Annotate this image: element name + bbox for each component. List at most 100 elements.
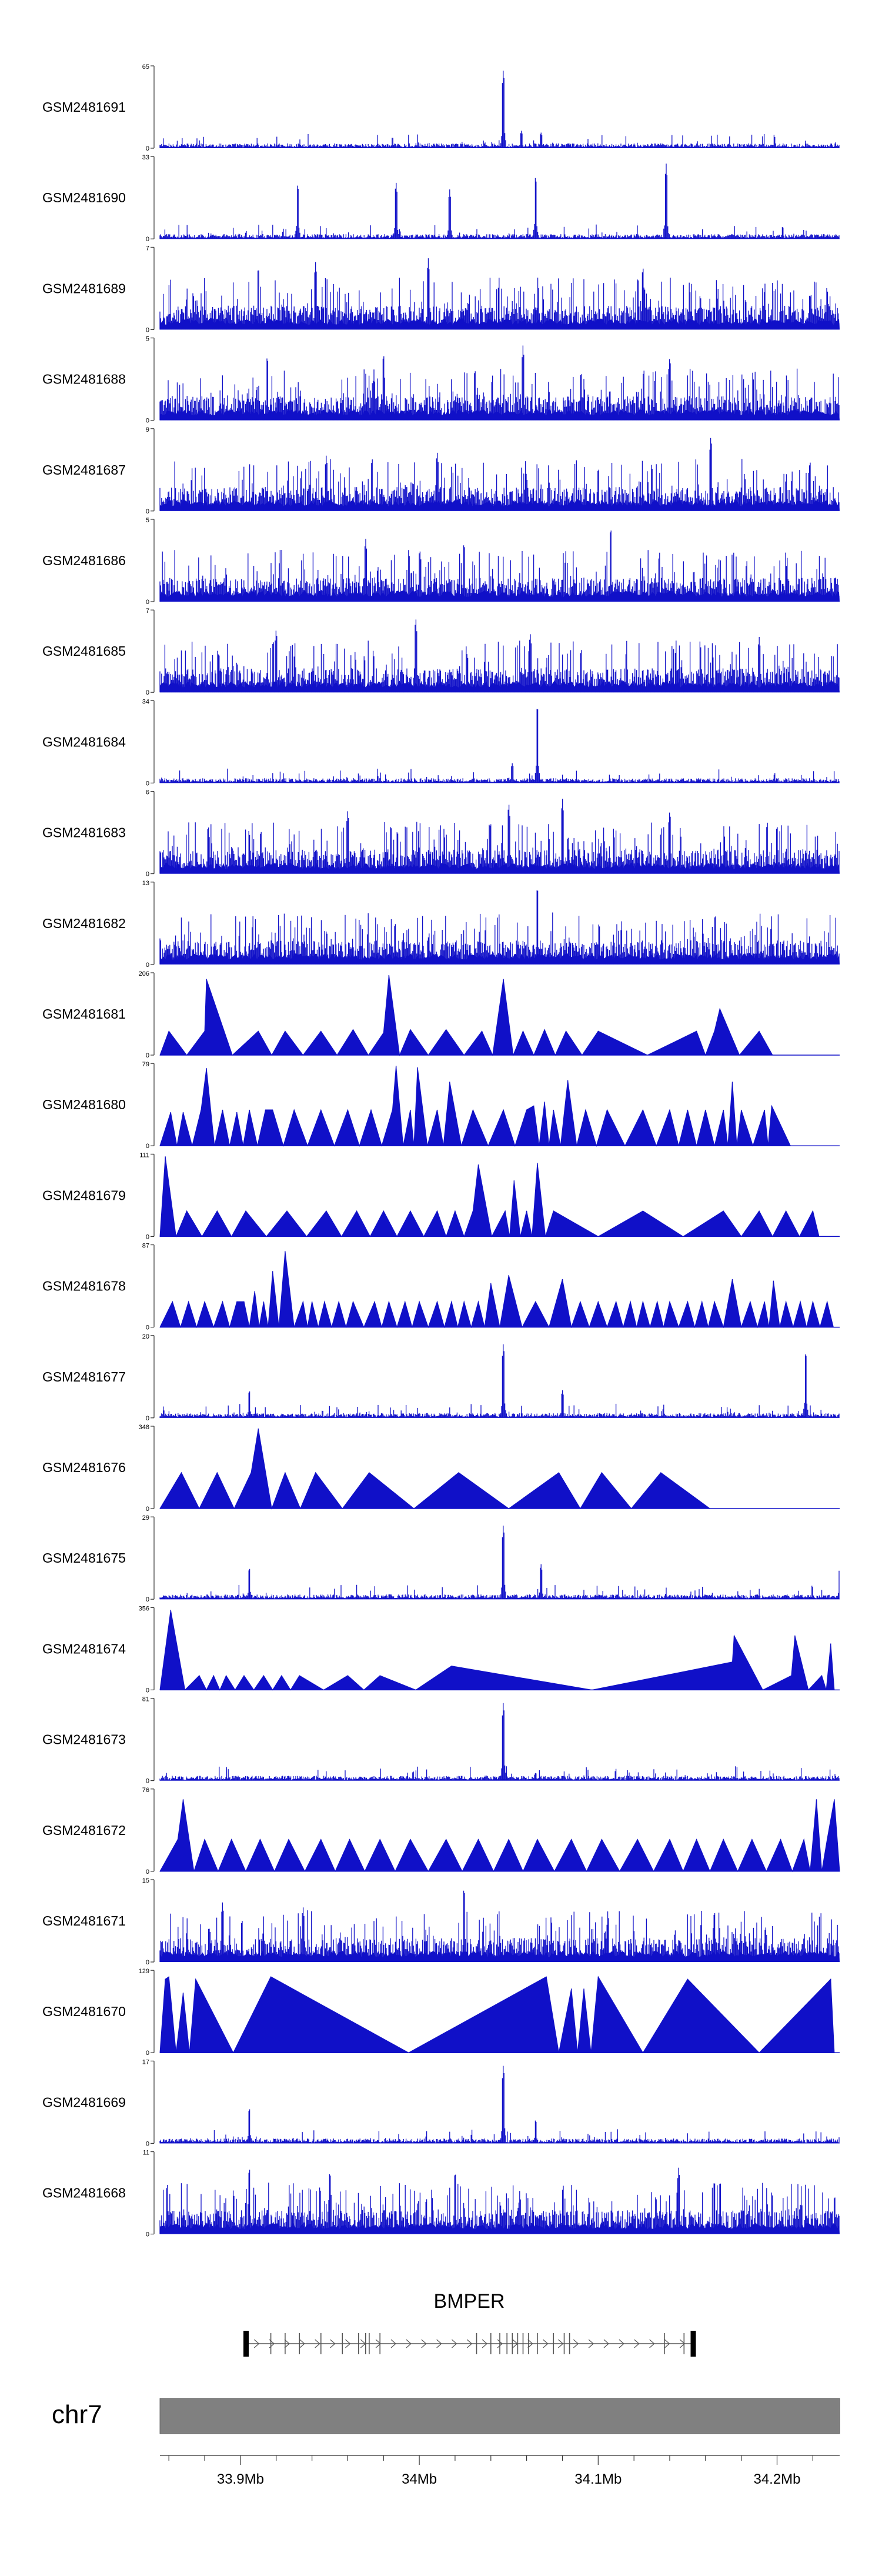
track-GSM2481678: GSM2481678 87 0 xyxy=(42,1243,840,1332)
signal-baseline-area xyxy=(160,1778,840,1781)
track-GSM2481671: GSM2481671 15 0 xyxy=(42,1877,840,1966)
signal-baseline-area xyxy=(160,2141,840,2144)
track-GSM2481669: GSM2481669 17 0 xyxy=(42,2058,840,2147)
track-label: GSM2481683 xyxy=(42,825,126,840)
signal-lines xyxy=(159,1703,840,1781)
y-tick-label-min: 0 xyxy=(146,1687,149,1694)
strand-chevron xyxy=(375,2339,382,2348)
y-tick-label-min: 0 xyxy=(146,1143,149,1150)
signal-lines xyxy=(159,619,840,693)
signal-spikes xyxy=(170,1066,773,1146)
track-GSM2481681: GSM2481681 206 0 xyxy=(42,970,840,1059)
signal-area xyxy=(159,975,786,1056)
track-GSM2481674: GSM2481674 356 0 xyxy=(42,1605,840,1694)
strand-chevron xyxy=(253,2339,260,2348)
strand-chevron xyxy=(345,2339,351,2348)
strand-chevron xyxy=(436,2339,442,2348)
y-tick-label-min: 0 xyxy=(146,2140,149,2147)
y-tick-label-max: 15 xyxy=(142,1877,149,1884)
y-tick-label-min: 0 xyxy=(146,599,149,606)
y-tick-label-min: 0 xyxy=(146,326,149,333)
strand-chevron xyxy=(634,2339,640,2348)
signal-baseline-area xyxy=(160,409,840,421)
y-tick-label-min: 0 xyxy=(146,1052,149,1059)
y-tick-label-max: 9 xyxy=(146,426,149,433)
track-label: GSM2481688 xyxy=(42,372,126,387)
strand-chevron xyxy=(452,2339,457,2348)
y-tick-label-max: 87 xyxy=(142,1243,149,1250)
track-GSM2481688: GSM2481688 5 0 xyxy=(42,336,840,425)
signal-baseline-area xyxy=(160,1416,840,1418)
signal-spikes xyxy=(181,1429,662,1509)
y-tick-label-max: 17 xyxy=(142,2058,149,2066)
y-tick-label-max: 76 xyxy=(142,1787,149,1794)
strand-chevron xyxy=(299,2339,305,2348)
track-GSM2481686: GSM2481686 5 0 xyxy=(42,517,840,606)
signal-baseline-area xyxy=(160,1951,840,1962)
strand-chevron xyxy=(466,2339,473,2348)
y-tick-label-min: 0 xyxy=(146,508,149,515)
y-tick-label-min: 0 xyxy=(146,236,149,243)
y-tick-label-max: 206 xyxy=(139,970,149,977)
y-tick-label-min: 0 xyxy=(146,1868,149,1876)
track-GSM2481683: GSM2481683 6 0 xyxy=(42,789,840,878)
y-tick-label-min: 0 xyxy=(146,1415,149,1422)
signal-baseline-area xyxy=(160,318,840,330)
signal-lines xyxy=(159,258,840,330)
signal-lines xyxy=(159,438,840,511)
signal-baseline-area xyxy=(160,953,840,965)
track-GSM2481691: GSM2481691 65 0 xyxy=(42,64,840,152)
signal-lines xyxy=(159,2167,840,2234)
track-label: GSM2481682 xyxy=(42,916,126,931)
signal-lines xyxy=(159,530,840,602)
strand-chevron xyxy=(619,2339,624,2348)
strand-chevron xyxy=(543,2339,549,2348)
signal-area xyxy=(159,1610,835,1691)
track-label: GSM2481680 xyxy=(42,1097,126,1112)
track-label: GSM2481673 xyxy=(42,1732,126,1747)
y-tick-label-max: 29 xyxy=(142,1514,149,1521)
track-GSM2481684: GSM2481684 34 0 xyxy=(42,698,840,787)
signal-baseline-area xyxy=(160,2223,840,2234)
y-tick-label-min: 0 xyxy=(146,1596,149,1603)
strand-chevron xyxy=(679,2339,686,2348)
track-label: GSM2481669 xyxy=(42,2094,126,2110)
signal-baseline-area xyxy=(160,1597,840,1600)
y-tick-label-min: 0 xyxy=(146,2050,149,2057)
y-tick-label-max: 129 xyxy=(139,1968,149,1975)
track-label: GSM2481689 xyxy=(42,281,126,296)
track-label: GSM2481691 xyxy=(42,99,126,115)
track-label: GSM2481672 xyxy=(42,1823,126,1838)
signal-lines xyxy=(159,890,840,965)
track-label: GSM2481668 xyxy=(42,2185,126,2201)
track-label: GSM2481687 xyxy=(42,462,126,478)
signal-lines xyxy=(159,1890,840,1962)
chromosome-ideogram xyxy=(159,2398,840,2434)
track-GSM2481679: GSM2481679 111 0 xyxy=(42,1152,840,1240)
signal-baseline-area xyxy=(160,862,840,874)
signal-lines xyxy=(159,163,840,239)
strand-chevron xyxy=(603,2339,609,2348)
y-tick-label-min: 0 xyxy=(146,1778,149,1785)
track-label: GSM2481685 xyxy=(42,643,126,659)
track-GSM2481675: GSM2481675 29 0 xyxy=(42,1514,840,1603)
strand-chevron xyxy=(558,2339,564,2348)
y-tick-label-max: 348 xyxy=(139,1424,149,1431)
gene-track: BMPER xyxy=(243,2290,696,2357)
track-GSM2481680: GSM2481680 79 0 xyxy=(42,1061,840,1150)
y-tick-label-max: 11 xyxy=(143,2150,149,2157)
y-tick-label-max: 111 xyxy=(139,1152,149,1159)
track-GSM2481670: GSM2481670 129 0 xyxy=(42,1968,840,2057)
strand-chevron xyxy=(482,2339,488,2348)
strand-chevron xyxy=(390,2339,396,2348)
signal-spikes xyxy=(165,1156,814,1237)
y-tick-label-max: 65 xyxy=(142,64,149,71)
signal-spikes xyxy=(165,1977,831,2053)
x-tick-label: 34.1Mb xyxy=(574,2471,622,2487)
y-tick-label-min: 0 xyxy=(146,418,149,425)
y-tick-label-min: 0 xyxy=(146,1959,149,1966)
strand-chevron xyxy=(588,2339,594,2348)
x-tick-label: 33.9Mb xyxy=(217,2471,264,2487)
strand-chevron xyxy=(664,2339,670,2348)
